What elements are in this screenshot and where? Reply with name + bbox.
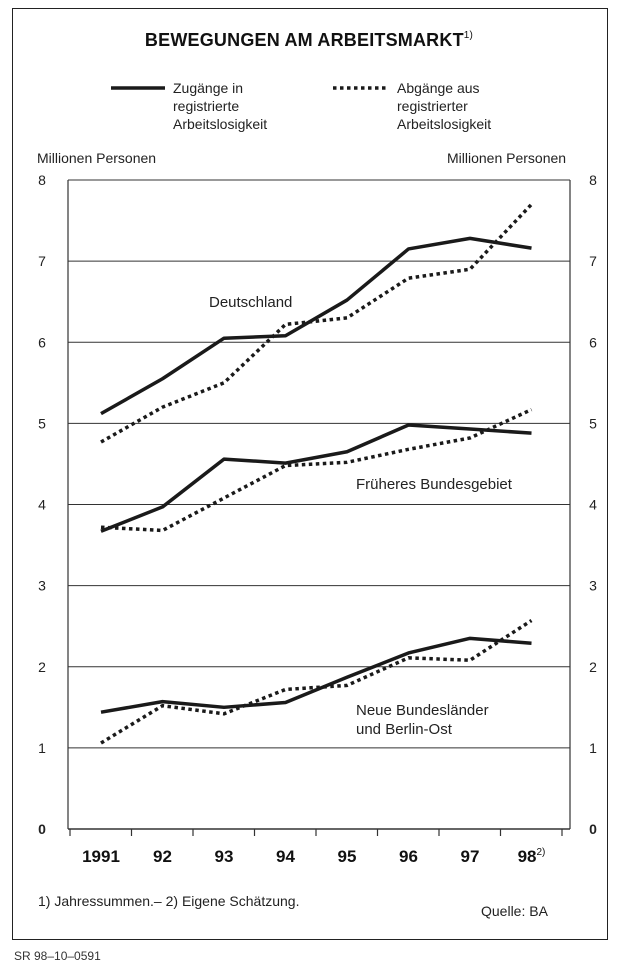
- legend-dotted-label: Abgänge aus registrierter Arbeitslosigke…: [397, 80, 492, 132]
- x-tick-label: 93: [215, 847, 234, 866]
- x-tick-label: 1991: [82, 847, 120, 866]
- x-tick-label: 92: [153, 847, 172, 866]
- chart-frame: [12, 8, 608, 940]
- y-tick-label-right: 0: [589, 821, 597, 837]
- series-line-zugaenge: [100, 236, 532, 416]
- legend-solid-label: Zugänge in registrierte Arbeitslosigkeit: [173, 80, 268, 132]
- y-tick-label-right: 5: [589, 415, 597, 431]
- y-tick-label-right: 1: [589, 740, 597, 756]
- series-line-abgaenge: [100, 407, 533, 533]
- legend: [111, 86, 386, 90]
- y-tick-label-left: 5: [38, 415, 46, 431]
- x-tick-label: 95: [338, 847, 357, 866]
- y-tick-label-left: 0: [38, 821, 46, 837]
- figure-code: SR 98–10–0591: [14, 949, 101, 963]
- group-label: Früheres Bundesgebiet: [356, 476, 513, 493]
- y-tick-label-left: 2: [38, 659, 46, 675]
- y-tick-label-left: 7: [38, 253, 46, 269]
- y-tick-label-left: 3: [38, 578, 46, 594]
- y-tick-label-left: 1: [38, 740, 46, 756]
- series-line-abgaenge: [100, 619, 533, 745]
- group-label: und Berlin-Ost: [356, 721, 453, 738]
- series-line-abgaenge: [100, 203, 533, 444]
- y-tick-label-left: 6: [38, 334, 46, 350]
- series-line-zugaenge: [100, 636, 532, 714]
- y-tick-label-right: 3: [589, 578, 597, 594]
- group-label: Neue Bundesländer: [356, 702, 489, 719]
- series-line-zugaenge: [100, 423, 532, 533]
- plot-area: 0 0 1 1 2 2 3 3 4 4 5 5 6 6 7 7 8 8 1991 92 93 94 95 96 97 982) De…: [38, 172, 597, 866]
- group-label: Deutschland: [209, 294, 292, 311]
- y-tick-label-right: 8: [589, 172, 597, 188]
- x-tick-label: 982): [518, 847, 546, 866]
- x-tick-label: 97: [461, 847, 480, 866]
- y-tick-label-right: 2: [589, 659, 597, 675]
- y-tick-label-right: 6: [589, 334, 597, 350]
- left-axis-unit: Millionen Personen: [37, 150, 157, 166]
- y-tick-label-right: 4: [589, 497, 597, 513]
- x-tick-label: 96: [399, 847, 418, 866]
- right-axis-unit: Millionen Personen: [447, 150, 567, 166]
- source-note: Quelle: BA: [481, 903, 548, 919]
- x-tick-label: 94: [276, 847, 295, 866]
- y-tick-label-right: 7: [589, 253, 597, 269]
- y-tick-label-left: 8: [38, 172, 46, 188]
- y-tick-label-left: 4: [38, 497, 46, 513]
- footnote: 1) Jahressummen.– 2) Eigene Schätzung.: [38, 893, 300, 909]
- chart-title: BEWEGUNGEN AM ARBEITSMARKT1): [144, 30, 474, 50]
